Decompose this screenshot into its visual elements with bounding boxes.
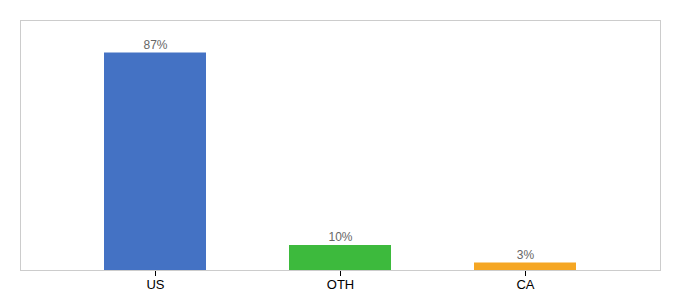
svg-text:CA: CA bbox=[516, 277, 534, 292]
svg-text:OTH: OTH bbox=[327, 277, 354, 292]
svg-text:87%: 87% bbox=[143, 38, 167, 52]
svg-text:3%: 3% bbox=[517, 248, 535, 262]
svg-text:10%: 10% bbox=[328, 230, 352, 244]
svg-text:US: US bbox=[146, 277, 164, 292]
